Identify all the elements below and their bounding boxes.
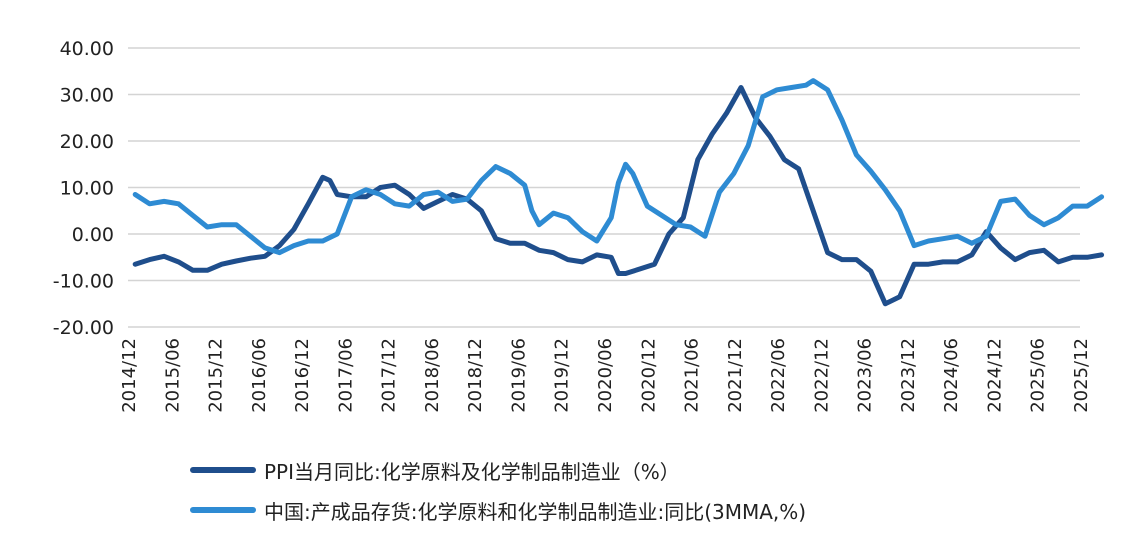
legend-label-inventory: 中国:产成品存货:化学原料和化学制品制造业:同比(3MMA,%) [264,499,807,524]
x-tick-label: 2017/12 [379,338,400,413]
x-tick-label: 2021/06 [682,338,703,413]
series-line-inventory [132,78,1105,256]
gridlines [128,47,1080,328]
legend-item-ppi: PPI当月同比:化学原料及化学制品制造业（%） [190,450,806,490]
y-axis-tick-labels: 40.00 30.00 20.00 10.00 0.00 -10.00 -20.00 [53,38,114,339]
x-tick-label: 2022/12 [811,338,832,413]
x-tick-label: 2015/06 [162,338,183,413]
legend-item-inventory: 中国:产成品存货:化学原料和化学制品制造业:同比(3MMA,%) [190,490,806,530]
series-line-ppi [132,85,1105,307]
x-tick-label: 2016/12 [292,338,313,413]
x-tick-label: 2023/06 [855,338,876,413]
x-tick-label: 2020/12 [638,338,659,413]
x-tick-label: 2015/12 [206,338,227,413]
x-tick-label: 2018/06 [422,338,443,413]
y-tick-label: 20.00 [60,131,114,153]
legend-swatch-ppi [190,467,256,473]
x-tick-label: 2014/12 [119,338,140,413]
x-tick-label: 2017/06 [335,338,356,413]
y-tick-label: 30.00 [60,85,114,107]
x-tick-label: 2025/06 [1028,338,1049,413]
legend-swatch-inventory [190,507,256,513]
y-tick-label: 0.00 [72,224,114,246]
x-tick-label: 2019/12 [552,338,573,413]
legend-label-ppi: PPI当月同比:化学原料及化学制品制造业（%） [264,459,680,484]
x-tick-label: 2020/06 [595,338,616,413]
y-tick-label: -10.00 [53,271,114,293]
x-tick-label: 2025/12 [1071,338,1092,413]
legend: PPI当月同比:化学原料及化学制品制造业（%） 中国:产成品存货:化学原料和化学… [190,450,806,530]
x-tick-label: 2024/12 [984,338,1005,413]
x-tick-label: 2016/06 [249,338,270,413]
x-tick-label: 2022/06 [768,338,789,413]
y-tick-label: 10.00 [60,178,114,200]
x-tick-label: 2021/12 [725,338,746,413]
x-tick-label: 2018/12 [465,338,486,413]
y-tick-label: -20.00 [53,317,114,339]
x-tick-label: 2023/12 [898,338,919,413]
x-tick-label: 2019/06 [508,338,529,413]
series-lines [132,78,1105,307]
x-tick-label: 2024/06 [941,338,962,413]
x-axis-tick-labels: 2014/12 2015/06 2015/12 2016/06 2016/12 2017/… [119,338,1092,413]
y-tick-label: 40.00 [60,38,114,60]
